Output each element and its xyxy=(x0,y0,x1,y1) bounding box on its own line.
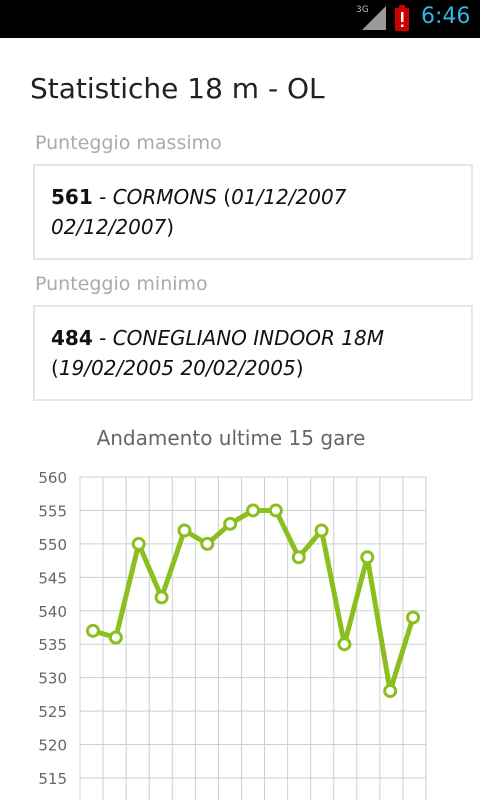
max-score-open-paren: ( xyxy=(216,185,232,209)
y-tick-label: 525 xyxy=(38,703,67,721)
y-tick-label: 545 xyxy=(38,569,67,587)
data-point xyxy=(200,536,215,551)
chart-title: Andamento ultime 15 gare xyxy=(96,426,366,450)
data-point xyxy=(314,523,329,538)
y-tick-label: 540 xyxy=(38,603,67,621)
page-title: Statistiche 18 m - OL xyxy=(30,72,325,105)
min-score-open-paren: ( xyxy=(51,356,59,380)
min-score-details: 484 - CONEGLIANO INDOOR 18M (19/02/2005 … xyxy=(51,323,441,383)
data-point xyxy=(131,536,146,551)
network-type: 3G xyxy=(356,5,369,15)
signal-icon xyxy=(362,6,386,30)
min-score-place: CONEGLIANO INDOOR 18M xyxy=(112,326,384,350)
min-score-value: 484 xyxy=(51,326,93,350)
data-point xyxy=(268,503,283,518)
clock: 6:46 xyxy=(421,4,471,29)
max-score-close-paren: ) xyxy=(166,215,175,239)
status-bar: 3G 6:46 xyxy=(0,0,480,38)
y-tick-label: 520 xyxy=(38,737,67,755)
y-tick-label: 530 xyxy=(38,670,67,688)
max-score-card: 561 - CORMONS (01/12/2007 02/12/2007) xyxy=(33,164,473,260)
y-tick-label: 550 xyxy=(38,536,67,554)
data-point xyxy=(86,623,100,638)
max-score-dates: 01/12/2007 02/12/2007 xyxy=(51,185,347,239)
min-score-dates: 19/02/2005 20/02/2005 xyxy=(58,356,296,380)
data-point xyxy=(177,523,192,538)
data-point xyxy=(337,637,352,652)
min-score-close-paren: ) xyxy=(295,356,304,380)
max-score-separator: - xyxy=(92,185,113,209)
y-tick-label: 535 xyxy=(38,636,67,654)
data-point xyxy=(154,590,169,605)
data-point xyxy=(223,516,238,531)
battery-icon xyxy=(395,5,409,31)
y-tick-label: 560 xyxy=(38,469,67,487)
max-score-label: Punteggio massimo xyxy=(35,132,222,154)
max-score-value: 561 xyxy=(51,185,93,209)
score-trend-chart: 515 520 525 530 535 540 545 550 555 560 xyxy=(38,469,427,800)
max-score-place: CORMONS xyxy=(112,185,217,209)
max-score-details: 561 - CORMONS (01/12/2007 02/12/2007) xyxy=(51,182,441,242)
y-tick-label: 555 xyxy=(38,502,67,520)
data-point xyxy=(246,503,260,518)
data-point xyxy=(383,684,398,699)
min-score-separator: - xyxy=(92,326,113,350)
data-point xyxy=(406,610,420,625)
min-score-label: Punteggio minimo xyxy=(35,273,208,295)
data-point xyxy=(291,550,306,565)
y-tick-label: 515 xyxy=(38,770,67,788)
min-score-card: 484 - CONEGLIANO INDOOR 18M (19/02/2005 … xyxy=(33,305,473,401)
data-point xyxy=(360,550,375,565)
data-point xyxy=(108,630,123,645)
